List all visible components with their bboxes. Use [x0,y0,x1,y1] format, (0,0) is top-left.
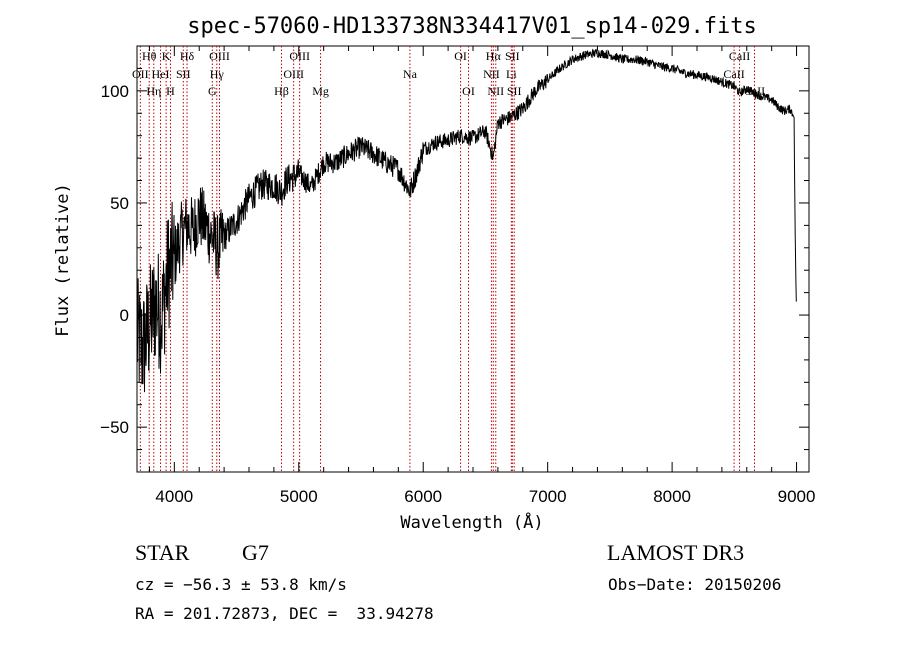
x-tick-label: 5000 [280,487,318,506]
spectral-line-label-21: SII [505,49,520,63]
y-axis-label: Flux (relative) [53,183,73,337]
spectral-line-label-15: Na [403,67,418,81]
spectral-line-label-19: NII [483,67,500,81]
spectral-line-labels: Hθ OII Hη K HeI H Hδ SII OIII Hγ G Hβ OIII OIII Mg Na OI… [132,49,765,98]
survey-name: LAMOST DR3 [607,540,745,565]
spectral-line-label-0: Hθ [142,49,157,63]
spectral-line-label-11: Hβ [274,84,289,98]
spectral-line-label-18: Hα [486,49,502,63]
spectral-line-label-8: OIII [209,49,230,63]
spectral-line-label-20: NII [487,84,504,98]
spectral-line-label-14: Mg [312,84,329,98]
y-tick-label: 100 [101,82,129,101]
y-tick-label: 0 [120,306,129,325]
x-tick-label: 8000 [653,487,691,506]
spectral-line-label-3: K [162,49,171,63]
x-axis: 4000 5000 6000 7000 8000 9000 [148,46,816,506]
y-axis: −50 0 50 100 [100,45,809,473]
spectral-line-label-22: Li [506,67,517,81]
object-class: STAR [135,540,190,565]
spectrum-line [136,48,797,393]
x-tick-label: 4000 [155,487,193,506]
spectral-line-label-24: CaII [729,49,750,63]
spectral-line-label-17: OI [462,84,475,98]
spectral-line-label-26: CaII [744,84,765,98]
x-tick-label: 6000 [404,487,442,506]
spectral-line-label-6: Hδ [180,49,195,63]
spectral-line-label-1: OII [132,67,149,81]
spectral-line-label-5: H [166,84,175,98]
x-axis-label: Wavelength (Å) [400,511,543,533]
spectral-line-label-23: SII [507,84,522,98]
spectral-line-label-25: CaII [723,67,744,81]
spectral-line-label-4: HeI [152,67,170,81]
spectral-line-label-9: Hγ [210,67,225,81]
spectral-line-label-12: OIII [289,49,310,63]
x-tick-label: 7000 [529,487,567,506]
x-tick-label: 9000 [778,487,816,506]
chart-title: spec-57060-HD133738N334417V01_sp14-029.f… [187,14,757,39]
spectral-line-label-10: G [208,84,217,98]
redshift-velocity: cz = −56.3 ± 53.8 km/s [135,575,347,594]
spectral-line-label-16: OI [454,49,467,63]
y-tick-label: −50 [100,418,129,437]
spectrum-chart: spec-57060-HD133738N334417V01_sp14-029.f… [53,14,816,533]
coordinates: RA = 201.72873, DEC = 33.94278 [135,604,434,623]
observation-date: Obs−Date: 20150206 [608,575,782,594]
spectral-line-label-13: OIII [283,67,304,81]
y-tick-label: 50 [110,194,129,213]
spectral-line-markers [139,46,755,472]
object-subclass: G7 [242,540,269,565]
spectral-line-label-2: Hη [146,84,161,98]
plot-frame [136,45,810,473]
spectral-line-label-7: SII [176,67,191,81]
